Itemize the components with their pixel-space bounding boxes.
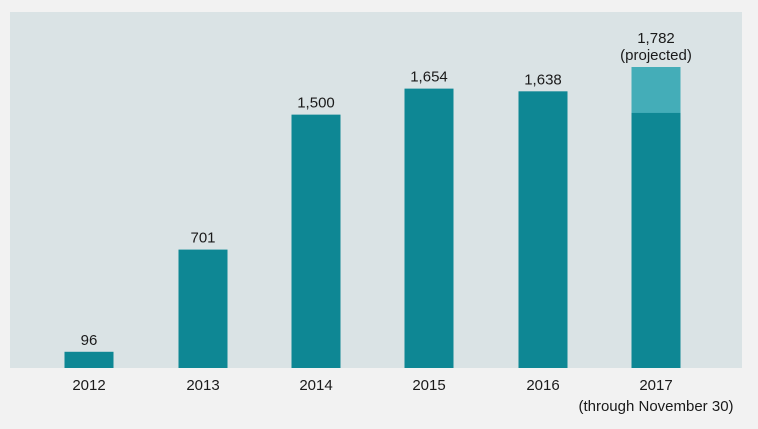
value-sublabel-2017: (projected) — [620, 47, 692, 64]
value-label-2017: 1,782 — [637, 30, 675, 47]
x-tick-sublabel-2017: (through November 30) — [578, 398, 733, 415]
labels-group: 96 701 1,500 1,654 1,638 1,782(projected) — [81, 30, 692, 349]
value-label-2015: 1,654 — [410, 69, 448, 86]
value-label-2014: 1,500 — [297, 95, 335, 112]
x-tick-2014: 2014 — [299, 377, 332, 394]
bar-2012 — [64, 351, 114, 368]
bar-2013 — [178, 249, 228, 368]
bar-2017-actual — [631, 112, 681, 369]
x-tick-2016: 2016 — [526, 377, 559, 394]
plot-background — [10, 12, 742, 368]
x-tick-2013: 2013 — [186, 377, 219, 394]
value-label-2016: 1,638 — [524, 71, 562, 88]
x-tick-2017: 2017 — [639, 377, 672, 394]
x-axis-ticks: 2012 2013 2014 2015 2016 2017 (through Novembe… — [72, 377, 733, 415]
bars-group — [64, 67, 681, 369]
value-label-2013: 701 — [190, 230, 215, 247]
x-tick-2012: 2012 — [72, 377, 105, 394]
bar-2016 — [518, 91, 568, 368]
value-label-2012: 96 — [81, 332, 98, 349]
bar-2015 — [404, 88, 454, 368]
bar-2014 — [291, 114, 341, 368]
x-tick-2015: 2015 — [412, 377, 445, 394]
